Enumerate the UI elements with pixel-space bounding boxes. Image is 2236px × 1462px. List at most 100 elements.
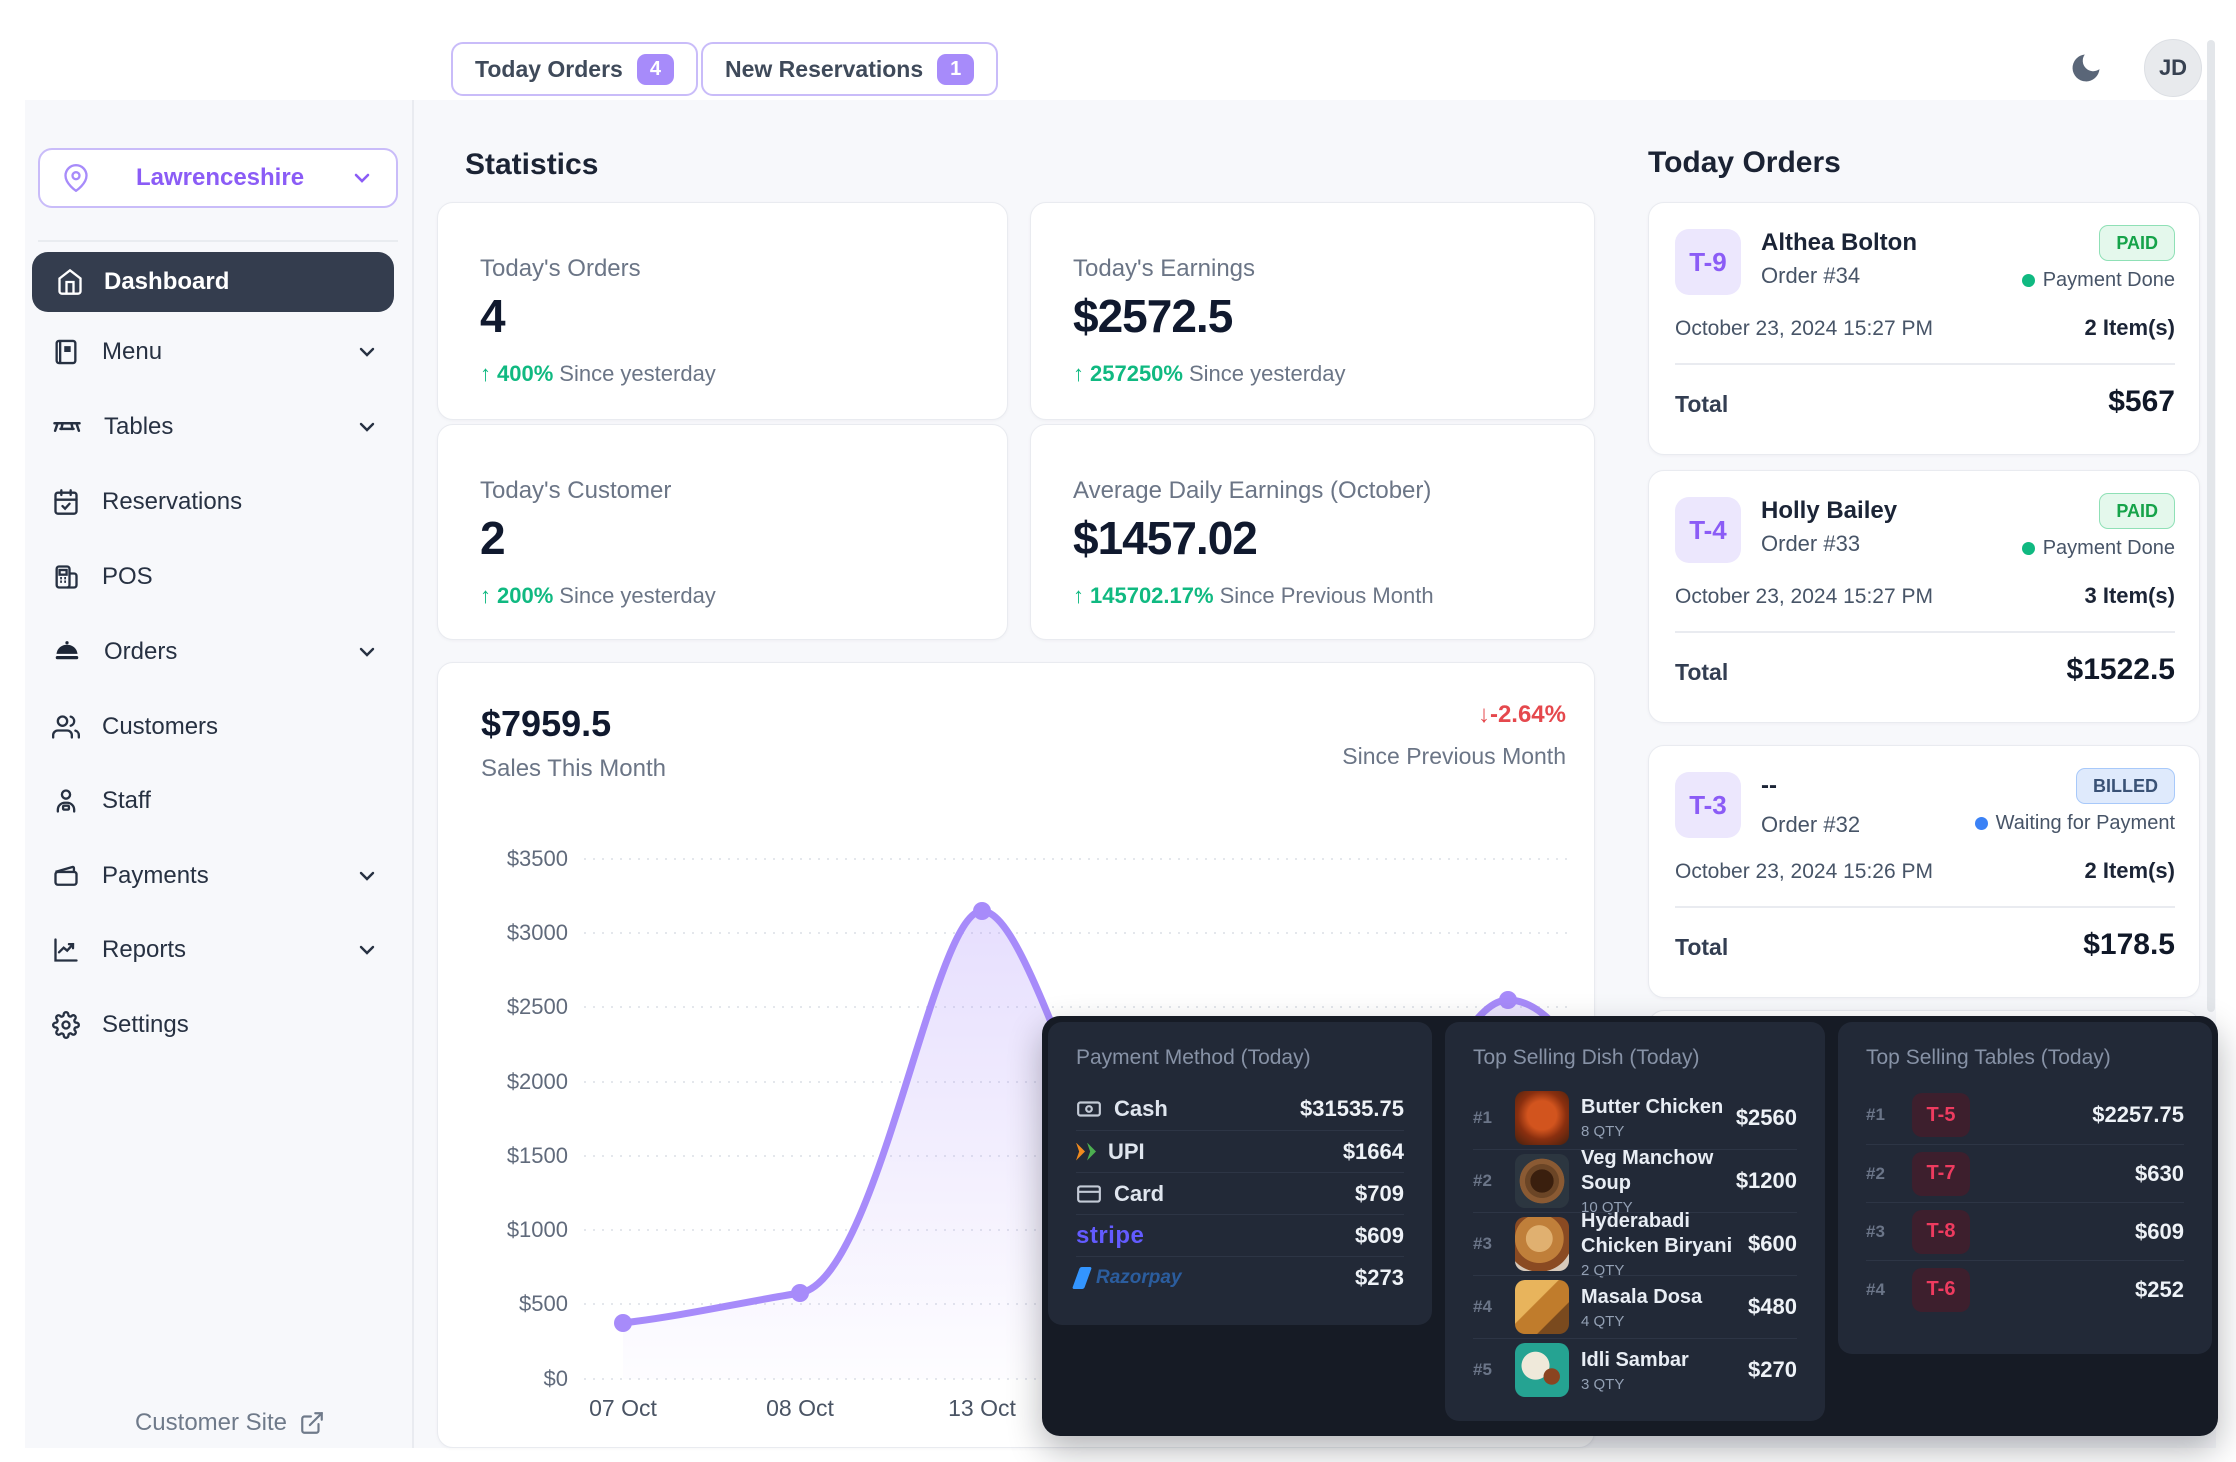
dish-row: #4 Masala Dosa 4 QTY $480 [1473,1275,1797,1338]
menu-book-icon [52,338,80,366]
today-orders-title: Today Orders [1648,146,1841,179]
report-chart-icon [52,936,80,964]
payment-status-note: Waiting for Payment [1974,812,2175,835]
order-datetime: October 23, 2024 15:27 PM [1675,585,1933,608]
dish-name: Idli Sambar [1581,1348,1689,1371]
dish-photo [1515,1090,1569,1145]
sidebar-item-reservations[interactable]: Reservations [52,474,385,530]
sidebar-divider [412,100,414,1448]
order-total-amount: $1522.5 [2066,653,2175,686]
dish-rank: #5 [1473,1360,1492,1379]
new-reservations-button[interactable]: New Reservations 1 [701,42,999,96]
sidebar-item-label: Staff [102,787,151,814]
location-label: Lawrenceshire [135,164,305,191]
sidebar-item-pos[interactable]: POS [52,549,385,605]
dish-row: #1 Butter Chicken 8 QTY $2560 [1473,1086,1797,1149]
upi-logo [1076,1142,1096,1161]
today-orders-count-badge: 4 [636,53,674,85]
avatar-initials: JD [2158,55,2188,80]
payment-amount: $609 [1355,1222,1404,1248]
dish-name: Hyderabadi Chicken Biryani [1581,1210,1733,1257]
order-card-divider [1675,363,2175,365]
scrollbar[interactable] [2207,40,2215,1012]
stat-label: Today's Orders [480,255,641,282]
dish-row: #3 Hyderabadi Chicken Biryani 2 QTY $600 [1473,1210,1797,1279]
stat-card-todays-orders: Today's Orders 4 ↑ 400% Since yesterday [437,202,1008,420]
stat-delta-note: Since Previous Month [1219,583,1434,608]
arrow-up-icon: ↑ [1073,583,1084,608]
table-icon [52,412,82,442]
payment-row: stripe $609 [1076,1214,1404,1256]
sidebar-item-customers[interactable]: Customers [52,699,385,755]
sidebar-item-label: Reports [102,936,187,963]
payment-row: Cash $31535.75 [1076,1088,1404,1130]
customer-site-link[interactable]: Customer Site [110,1400,350,1446]
order-card-divider [1675,631,2175,633]
sidebar-item-orders[interactable]: Orders [52,624,385,680]
payment-row: Razorpay $273 [1071,1256,1404,1298]
stat-card-todays-earnings: Today's Earnings $2572.5 ↑ 257250% Since y… [1030,202,1595,420]
sidebar-item-settings[interactable]: Settings [52,997,385,1053]
order-card[interactable]: T-4 Holly Bailey Order #33 PAID Payment … [1648,470,2200,723]
chevron-down-icon [355,864,379,888]
sidebar-item-payments[interactable]: Payments [52,848,385,904]
avatar[interactable]: JD [2144,39,2202,97]
calendar-check-icon [52,488,80,516]
sidebar-item-dashboard[interactable]: Dashboard [32,252,394,312]
statistics-title: Statistics [465,148,599,181]
chevron-down-icon [355,640,379,664]
status-badge: BILLED [2076,768,2175,804]
chart-point-08-oct [791,1284,809,1302]
insights-overlay: Payment Method (Today) Cash $31535.75 UP… [1042,1016,2218,1436]
dish-rank: #4 [1473,1297,1492,1316]
top-tables-title: Top Selling Tables (Today) [1866,1046,2111,1069]
order-number: Order #32 [1761,812,1861,837]
order-item-count: 2 Item(s) [2084,858,2175,883]
users-icon [52,713,80,741]
order-total-amount: $178.5 [2083,928,2175,961]
green-dot-icon [2021,274,2035,287]
table-badge: T-6 [1912,1267,1970,1312]
top-tables-panel: Top Selling Tables (Today) #1 T-5 $2257.… [1838,1022,2212,1354]
order-total-label: Total [1675,659,1729,685]
chart-point-13-oct [973,902,991,920]
pos-terminal-icon [52,563,80,591]
stat-value: 4 [480,290,506,342]
sidebar-item-reports[interactable]: Reports [52,922,385,978]
stripe-logo: stripe [1076,1221,1145,1249]
payment-amount: $31535.75 [1300,1096,1404,1121]
table-badge: T-8 [1912,1209,1970,1254]
chart-point-07-oct [614,1314,632,1332]
order-card[interactable]: T-9 Althea Bolton Order #34 PAID Payment… [1648,202,2200,455]
wallet-icon [52,862,80,890]
stat-delta-note: Since yesterday [1188,361,1346,386]
table-amount: $252 [2135,1276,2184,1302]
arrow-down-icon: ↓ [1477,701,1490,728]
top-dishes-panel: Top Selling Dish (Today) #1 Butter Chick… [1445,1022,1825,1421]
dish-name: Butter Chicken [1581,1096,1724,1118]
stat-card-todays-customer: Today's Customer 2 ↑ 200% Since yesterday [437,424,1008,640]
order-total-label: Total [1675,391,1729,417]
table-badge: T-5 [1912,1093,1970,1137]
order-item-count: 3 Item(s) [2084,583,2175,608]
x-tick: 07 Oct [589,1395,657,1421]
order-customer-name: Holly Bailey [1761,497,1898,524]
table-amount: $2257.75 [2092,1102,2184,1127]
theme-toggle-button[interactable] [2064,46,2108,90]
table-rank: #4 [1866,1279,1885,1299]
order-datetime: October 23, 2024 15:27 PM [1675,317,1933,340]
today-orders-button[interactable]: Today Orders 4 [451,42,698,96]
sidebar-item-tables[interactable]: Tables [52,399,385,455]
order-card[interactable]: T-3 -- Order #32 BILLED Waiting for Paym… [1648,745,2200,998]
today-orders-button-label: Today Orders [475,55,623,82]
payment-row: Card $709 [1076,1172,1404,1214]
payment-row: UPI $1664 [1076,1130,1404,1172]
table-badge: T-9 [1675,229,1741,295]
dish-row: #2 Veg Manchow Soup 10 QTY $1200 [1473,1147,1797,1216]
sidebar-item-menu[interactable]: Menu [52,324,385,380]
order-card-divider [1675,906,2175,908]
y-tick: $3000 [506,920,568,945]
sidebar-item-staff[interactable]: Staff [52,773,385,829]
location-selector[interactable]: Lawrenceshire [38,148,398,208]
dish-rank: #1 [1473,1107,1492,1127]
